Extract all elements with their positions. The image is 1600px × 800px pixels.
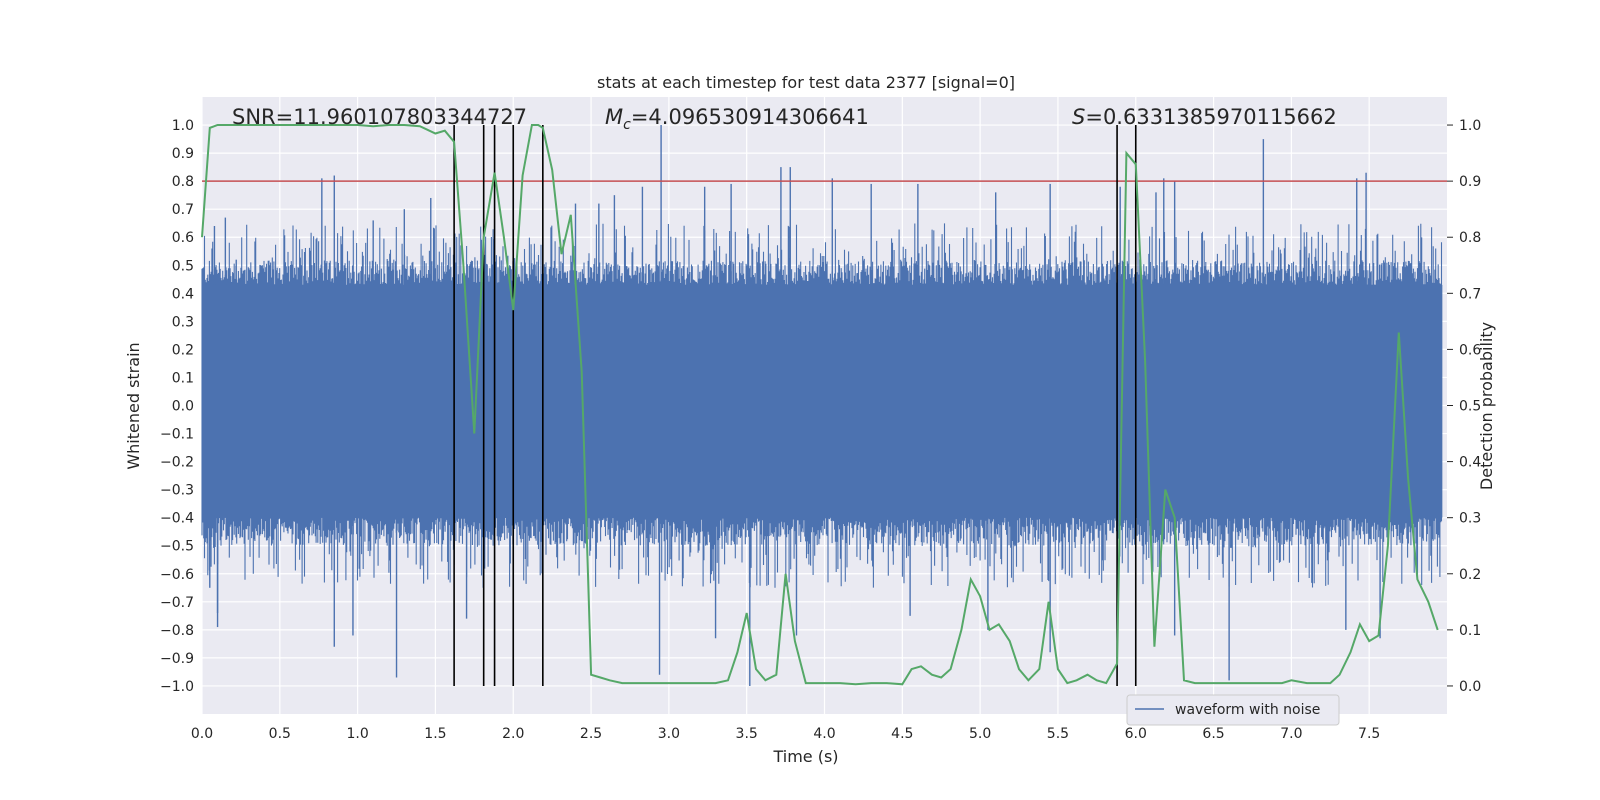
strain-core	[202, 284, 1443, 518]
left-tick-label: −0.9	[160, 651, 194, 667]
left-tick-label: 1.0	[172, 118, 194, 134]
chirp-mass-symbol: M	[605, 105, 623, 129]
x-tick-label: 7.5	[1358, 726, 1380, 742]
s-symbol: S	[1072, 105, 1085, 129]
x-tick-label: 4.5	[891, 726, 913, 742]
s-annotation: S=0.6331385970115662	[1072, 105, 1337, 129]
x-axis-label: Time (s)	[772, 747, 838, 766]
left-tick-label: −1.0	[160, 679, 194, 695]
left-tick-label: 0.7	[172, 202, 194, 218]
chirp-mass-annotation: Mc=4.096530914306641	[605, 105, 869, 133]
x-tick-label: 6.0	[1125, 726, 1147, 742]
right-tick-label: 0.6	[1459, 342, 1481, 358]
chirp-mass-subscript: c	[623, 117, 631, 133]
left-tick-label: −0.1	[160, 427, 194, 443]
snr-annotation: SNR=11.960107803344727	[232, 105, 527, 129]
left-tick-label: 0.0	[172, 399, 194, 415]
x-tick-label: 0.5	[269, 726, 291, 742]
strain-series	[201, 125, 1443, 686]
x-tick-label: 5.5	[1047, 726, 1069, 742]
x-tick-label: 0.0	[191, 726, 213, 742]
x-tick-label: 2.5	[580, 726, 602, 742]
legend: waveform with noise	[1126, 694, 1340, 726]
x-axis-ticks: 0.0 0.5 1.0 1.5 2.0 2.5 3.0 3.5 4.0 4.5 5.0 5.5 6.0 6…	[191, 726, 1380, 742]
left-tick-label: −0.3	[160, 483, 194, 499]
x-tick-label: 5.0	[969, 726, 991, 742]
right-tick-label: 0.5	[1459, 399, 1481, 415]
right-tick-label: 0.8	[1459, 230, 1481, 246]
right-tick-label: 0.0	[1459, 679, 1481, 695]
chirp-mass-value: =4.096530914306641	[631, 105, 869, 129]
x-tick-label: 7.0	[1280, 726, 1302, 742]
left-tick-label: 0.5	[172, 258, 194, 274]
left-tick-label: −0.5	[160, 539, 194, 555]
left-tick-label: −0.6	[160, 567, 194, 583]
left-tick-label: 0.6	[172, 230, 194, 246]
x-tick-label: 1.0	[346, 726, 368, 742]
left-tick-label: 0.3	[172, 314, 194, 330]
right-tick-label: 0.2	[1459, 567, 1481, 583]
left-axis-ticks: 1.0 0.9 0.8 0.7 0.6 0.5 0.4 0.3 0.2 0.1 0.0 −0.1 −0.…	[160, 118, 194, 695]
left-tick-label: −0.8	[160, 623, 194, 639]
chart-title: stats at each timestep for test data 237…	[597, 73, 1015, 92]
left-tick-label: 0.8	[172, 174, 194, 190]
left-tick-label: 0.1	[172, 370, 194, 386]
plot-area	[201, 97, 1447, 714]
left-tick-label: −0.2	[160, 455, 194, 471]
x-tick-label: 4.0	[813, 726, 835, 742]
right-tick-label: 0.4	[1459, 455, 1481, 471]
left-tick-label: 0.2	[172, 342, 194, 358]
right-tick-label: 0.7	[1459, 286, 1481, 302]
x-tick-label: 3.0	[658, 726, 680, 742]
vertical-markers	[453, 125, 1137, 686]
x-tick-label: 2.0	[502, 726, 524, 742]
right-tick-label: 0.1	[1459, 623, 1481, 639]
s-value: =0.6331385970115662	[1085, 105, 1336, 129]
left-axis-label: Whitened strain	[124, 342, 143, 469]
x-tick-label: 3.5	[736, 726, 758, 742]
x-tick-label: 6.5	[1202, 726, 1224, 742]
right-axis-label: Detection probability	[1477, 322, 1496, 490]
left-tick-label: 0.4	[172, 286, 194, 302]
left-tick-label: −0.7	[160, 595, 194, 611]
right-tick-label: 1.0	[1459, 118, 1481, 134]
right-tick-label: 0.3	[1459, 511, 1481, 527]
right-axis-ticks: 1.0 0.9 0.8 0.7 0.6 0.5 0.4 0.3 0.2 0.1 0.0	[1447, 118, 1481, 695]
probability-series	[201, 124, 1439, 686]
legend-box	[1126, 694, 1340, 726]
probability-line	[201, 124, 1439, 686]
left-tick-label: 0.9	[172, 146, 194, 162]
x-tick-label: 1.5	[424, 726, 446, 742]
legend-label: waveform with noise	[1175, 702, 1320, 718]
right-tick-label: 0.9	[1459, 174, 1481, 190]
left-tick-label: −0.4	[160, 511, 194, 527]
